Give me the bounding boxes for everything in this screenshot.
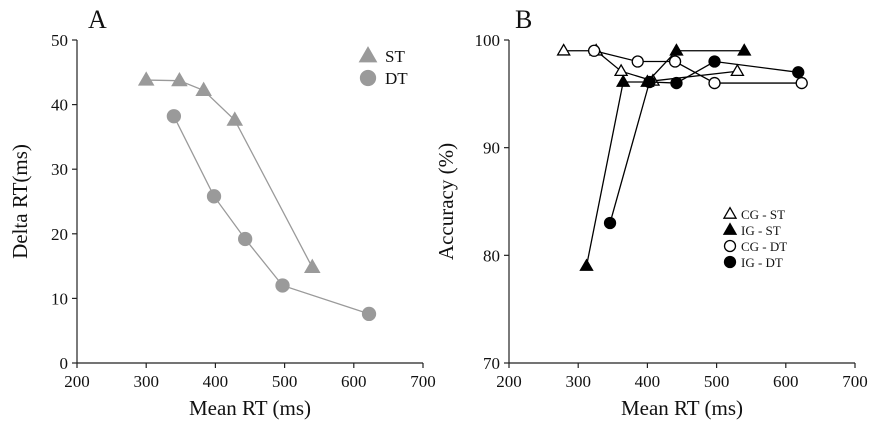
panel-b-legend-label: CG - DT [741, 239, 787, 254]
panel-b-data-point [579, 258, 594, 271]
panel-b-series-cg-st [556, 43, 745, 86]
panel-a-series-st [137, 71, 321, 273]
panel-a-x-tick-label: 200 [64, 372, 90, 391]
panel-b-y-tick-label: 70 [483, 354, 500, 373]
panel-a-y-tick-label: 40 [51, 96, 68, 115]
panel-b-data-point [730, 63, 745, 77]
panel-a-y-axis-title: Delta RT(ms) [8, 144, 32, 259]
panel-a-data-point [206, 189, 222, 204]
panel-b-x-tick-label: 400 [635, 372, 661, 391]
panel-a-x-tick-label: 600 [341, 372, 367, 391]
panel-a-y-tick-label: 50 [51, 31, 68, 50]
panel-b-x-tick-label: 200 [496, 372, 522, 391]
panel-a-data-point [361, 306, 377, 322]
panel-a-legend: ST DT [358, 46, 408, 88]
panel-b-legend-label: IG - ST [741, 223, 781, 238]
panel-b-x-tick-label: 700 [842, 372, 868, 391]
panel-a-legend-label: ST [385, 47, 405, 66]
panel-a-y-tick-label: 30 [51, 160, 68, 179]
panel-a-data-point [171, 71, 188, 87]
panel-b-x-tick-label: 300 [565, 372, 591, 391]
panel-b-data-point [668, 55, 682, 68]
panel-b-legend-label: IG - DT [741, 255, 783, 270]
panel-a-x-tick-label: 400 [203, 372, 229, 391]
panel-a-y-tick-label: 0 [60, 354, 69, 373]
panel-a-x-tick-label: 700 [410, 372, 436, 391]
panel-b-data-point [616, 74, 631, 87]
panel-b-data-point [603, 216, 617, 230]
panel-b-data-point [613, 63, 629, 77]
panel-a-legend-marker [359, 69, 377, 87]
panel-b-x-axis-title: Mean RT (ms) [621, 396, 743, 420]
panel-a-series-line [146, 79, 313, 268]
panel-b-y-tick-label: 80 [483, 246, 500, 265]
panel-b-series-cg-dt [587, 44, 808, 90]
panel-b-data-point [670, 76, 683, 90]
panel-b-data-point [708, 55, 721, 68]
panel-a: A Mean RT (ms) Delta RT(ms) 200 300 400 500… [8, 5, 436, 420]
panel-b-data-point [669, 43, 684, 56]
panel-b-data-point [587, 44, 601, 57]
panel-a-legend-marker [358, 46, 378, 63]
panel-b-y-tick-label: 90 [483, 139, 500, 158]
panel-a-x-tick-label: 500 [272, 372, 298, 391]
panel-b-legend-marker [723, 255, 737, 269]
panel-b-legend-label: CG - ST [741, 207, 785, 222]
panel-b-data-point [708, 76, 721, 90]
panel-b-series-ig-dt [603, 55, 805, 230]
panel-b-data-point [792, 66, 805, 79]
panel-a-data-point [166, 109, 182, 124]
panel-b-series-ig-st [579, 43, 752, 271]
panel-a-data-point [304, 258, 321, 273]
panel-b-legend-marker [723, 239, 737, 253]
panel-b-x-tick-label: 600 [773, 372, 799, 391]
panel-a-data-point [238, 231, 253, 247]
panel-a-series-dt [166, 109, 377, 322]
panel-a-y-tick-label: 10 [51, 289, 68, 308]
panel-a-series-line [173, 115, 370, 315]
panel-a-legend-label: DT [385, 69, 408, 88]
panel-a-x-axis-title: Mean RT (ms) [189, 396, 311, 420]
panel-b: B Mean RT (ms) Accuracy (%) 200 300 400 500… [434, 5, 868, 420]
panel-b-y-axis-title: Accuracy (%) [434, 143, 458, 260]
panel-b-legend-marker [722, 222, 738, 235]
panel-b-x-tick-label: 500 [704, 372, 730, 391]
panel-b-data-point [795, 76, 808, 90]
panel-b-y-tick-label: 100 [475, 31, 501, 50]
panel-a-data-point [195, 81, 212, 96]
panel-a-data-point [275, 278, 290, 293]
panel-b-legend-marker [722, 206, 738, 219]
panel-a-data-point [137, 71, 155, 86]
panel-b-data-point [737, 43, 752, 56]
panel-b-data-point [643, 75, 656, 89]
panel-b-data-point [631, 55, 644, 68]
panel-a-y-tick-label: 20 [51, 225, 68, 244]
panel-b-data-point [556, 43, 571, 56]
panel-a-x-tick-label: 300 [133, 372, 159, 391]
panel-a-data-point [226, 111, 244, 126]
panel-b-label: B [515, 5, 532, 34]
panel-a-label: A [88, 5, 107, 34]
panel-b-series-line [609, 60, 799, 224]
